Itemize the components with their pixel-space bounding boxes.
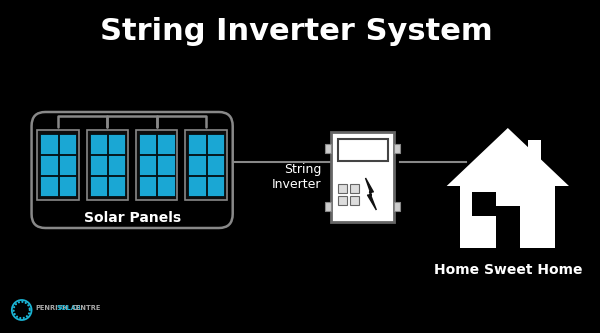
Bar [87,130,128,200]
Bar [338,184,347,193]
Bar [59,176,76,196]
Bar [394,144,400,153]
Circle shape [25,302,27,304]
Circle shape [19,317,22,319]
Bar [139,176,156,196]
Bar [90,134,107,154]
Circle shape [22,301,23,303]
Bar [472,192,496,216]
Circle shape [27,304,29,306]
Bar [40,176,58,196]
Circle shape [16,316,18,318]
Circle shape [23,317,25,319]
Bar [338,139,388,161]
Bar [37,130,79,200]
Polygon shape [446,128,569,186]
Bar [108,176,125,196]
Text: SOLAR: SOLAR [56,305,82,311]
Bar [496,206,520,248]
Bar [157,155,175,175]
Bar [206,176,224,196]
Bar [331,132,394,222]
Bar [188,155,206,175]
Bar [206,155,224,175]
Bar [338,196,347,205]
Text: CENTRE: CENTRE [71,305,101,311]
Bar [350,184,359,193]
Bar [108,134,125,154]
Bar [527,140,541,172]
Bar [139,134,156,154]
Bar [460,186,555,248]
Circle shape [18,301,20,303]
Circle shape [14,313,16,315]
Bar [136,130,178,200]
Circle shape [29,307,31,310]
Bar [90,176,107,196]
Bar [157,134,175,154]
Bar [325,202,331,211]
Circle shape [15,303,17,305]
Text: Home Sweet Home: Home Sweet Home [434,263,582,277]
Bar [59,134,76,154]
Circle shape [26,315,28,317]
Bar [206,134,224,154]
Bar [185,130,227,200]
Circle shape [28,312,30,315]
Circle shape [13,310,15,312]
Bar [59,155,76,175]
Bar [188,134,206,154]
Bar [90,155,107,175]
Bar [394,202,400,211]
Bar [139,155,156,175]
Circle shape [13,306,15,308]
Bar [325,144,331,153]
Circle shape [29,309,31,311]
Bar [108,155,125,175]
Text: PENRITH: PENRITH [35,305,68,311]
Polygon shape [365,178,376,210]
Text: String
Inverter: String Inverter [272,163,322,191]
Bar [40,134,58,154]
Bar [188,176,206,196]
Bar [350,196,359,205]
Text: Solar Panels: Solar Panels [83,211,181,225]
Bar [40,155,58,175]
Bar [157,176,175,196]
Text: String Inverter System: String Inverter System [100,18,492,47]
